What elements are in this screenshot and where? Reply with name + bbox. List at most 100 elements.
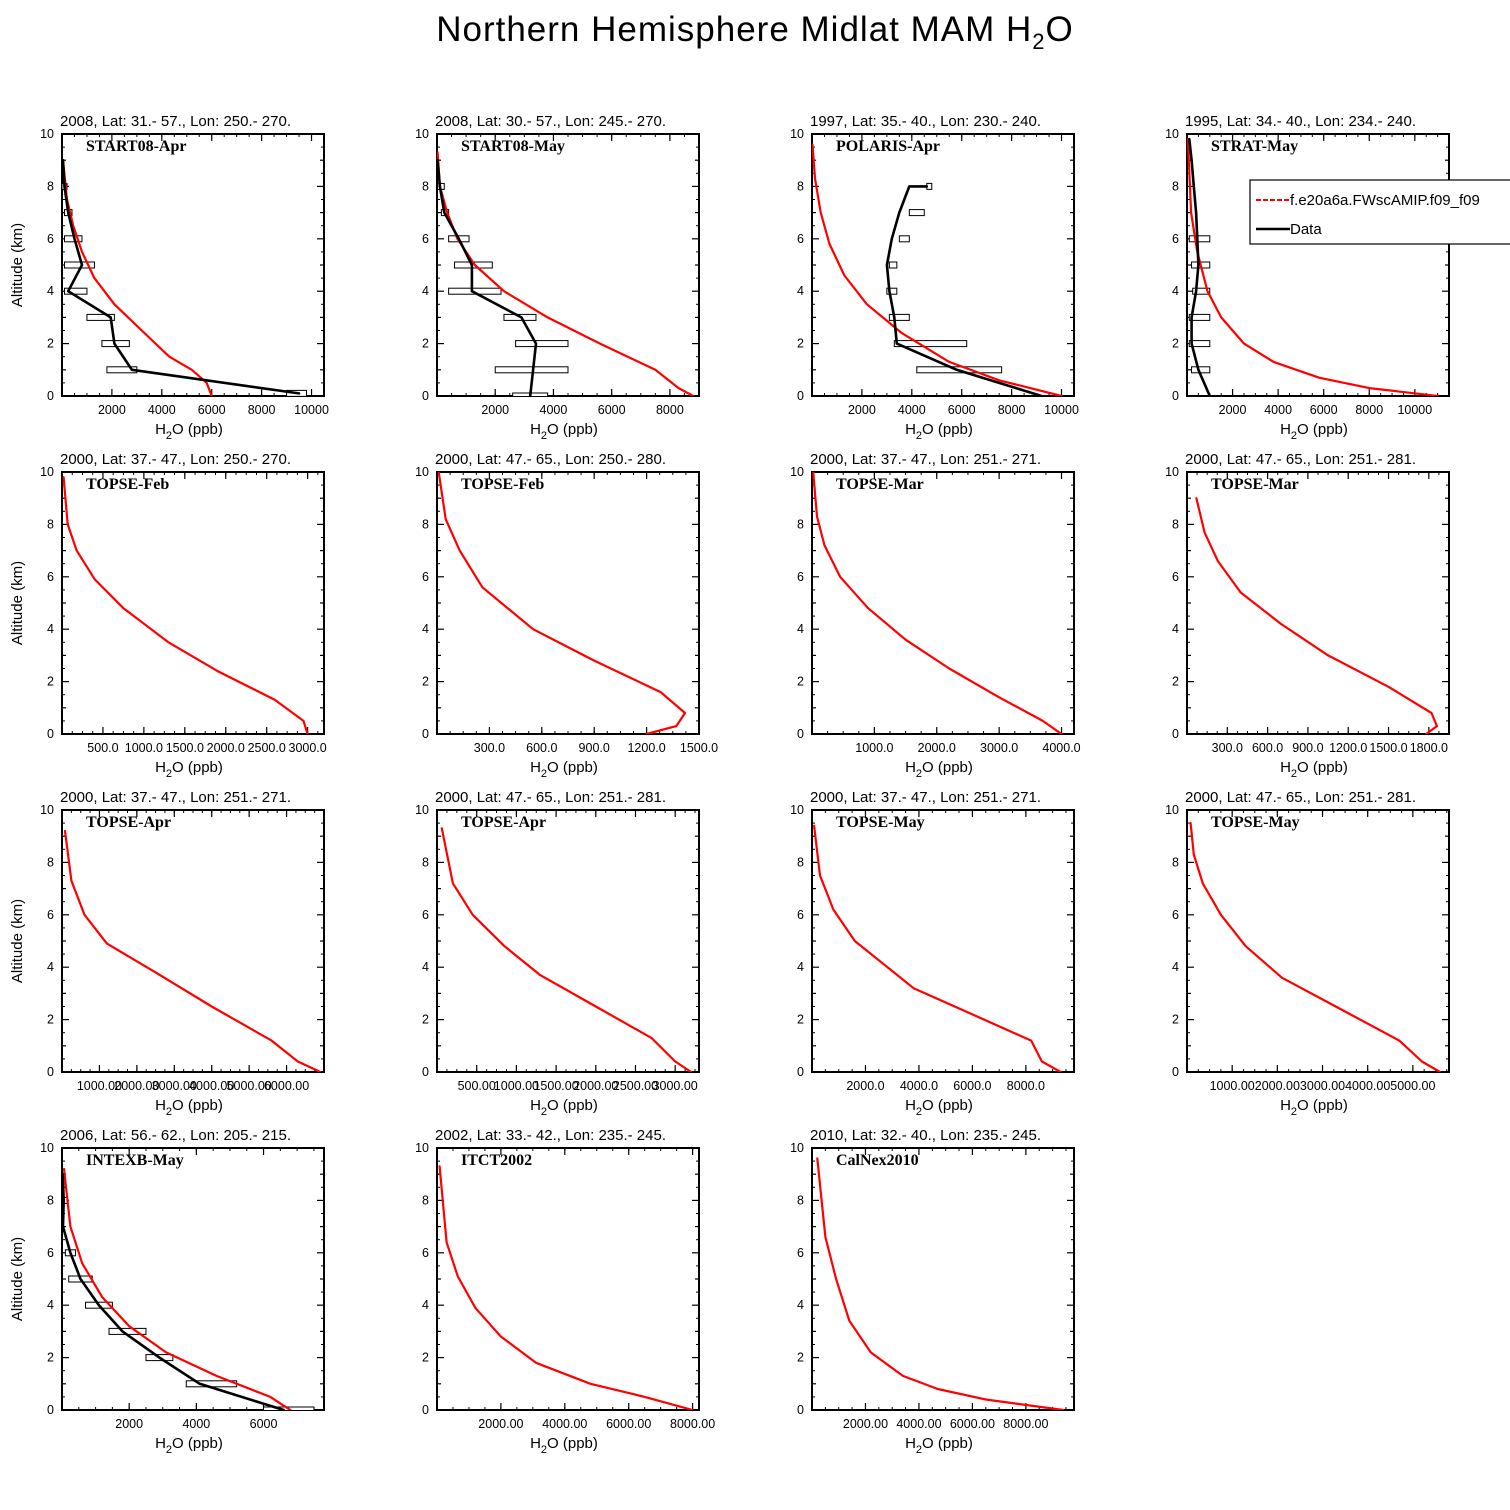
x-tick-label: 2000.0 (918, 741, 956, 755)
x-tick-label: 10000 (294, 403, 329, 417)
y-tick-label: 4 (1172, 622, 1179, 636)
y-axis-title: Altitude (km) (9, 1237, 26, 1321)
x-tick-label: 2000.00 (843, 1417, 888, 1431)
x-tick-label: 1500.0 (1369, 741, 1407, 755)
panel-header: 2010, Lat: 32.- 40., Lon: 235.- 245. (810, 1127, 1041, 1144)
error-bar (515, 340, 569, 348)
x-axis-title: H2O (ppb) (155, 1435, 223, 1456)
panel-label: TOPSE-Feb (461, 476, 544, 493)
y-tick-label: 10 (790, 1141, 804, 1155)
plot-area (62, 1167, 315, 1410)
plot-area (63, 829, 322, 1072)
y-tick-label: 4 (1172, 960, 1179, 974)
y-tick-label: 2 (797, 1351, 804, 1365)
y-tick-label: 10 (40, 803, 54, 817)
panel-12: 2006, Lat: 56.- 62., Lon: 205.- 215. 0 2 4 6… (9, 1127, 325, 1456)
y-tick-label: 10 (790, 803, 804, 817)
y-tick-label: 2 (1172, 1013, 1179, 1027)
y-tick-label: 2 (422, 675, 429, 689)
y-tick-label: 2 (422, 1351, 429, 1365)
error-bar (1192, 287, 1211, 295)
y-tick-label: 6 (1172, 570, 1179, 584)
figure-title-main: Northern Hemisphere Midlat MAM H (436, 10, 1033, 49)
y-tick-label: 10 (1165, 803, 1179, 817)
y-tick-label: 8 (797, 179, 804, 193)
y-tick-label: 6 (422, 570, 429, 584)
y-tick-label: 8 (797, 855, 804, 869)
panel-label: INTEXB-May (86, 1152, 184, 1169)
x-tick-label: 6000 (598, 403, 626, 417)
y-tick-label: 4 (797, 1298, 804, 1312)
x-axis-title: H2O (ppb) (905, 759, 973, 780)
y-tick-label: 0 (47, 1065, 54, 1079)
x-tick-label: 2500.0 (248, 741, 286, 755)
y-tick-label: 4 (47, 1298, 54, 1312)
x-axis-title: H2O (ppb) (530, 759, 598, 780)
x-tick-label: 4000 (1264, 403, 1292, 417)
y-tick-label: 4 (797, 622, 804, 636)
figure-title-end: O (1045, 10, 1074, 49)
panel-3: 1995, Lat: 34.- 40., Lon: 234.- 240. 0 2 4 6… (1165, 113, 1450, 442)
x-tick-label: 1000.00 (77, 1079, 122, 1093)
x-tick-label: 8000.0 (1007, 1079, 1045, 1093)
x-axis-title: H2O (ppb) (1280, 421, 1348, 442)
plot-frame (811, 471, 1075, 735)
x-tick-label: 4000.0 (1042, 741, 1080, 755)
y-tick-label: 6 (47, 908, 54, 922)
x-tick-label: 1500.0 (166, 741, 204, 755)
x-axis-title: H2O (ppb) (905, 421, 973, 442)
x-tick-label: 2000 (98, 403, 126, 417)
error-bar (908, 209, 925, 217)
plot-frame (811, 809, 1075, 1073)
y-tick-label: 8 (422, 179, 429, 193)
panel-11: 2000, Lat: 47.- 65., Lon: 251.- 281. 0 2 4 6… (1165, 789, 1450, 1118)
y-tick-label: 0 (797, 1403, 804, 1417)
x-tick-label: 2000.00 (114, 1079, 159, 1093)
y-tick-label: 8 (422, 855, 429, 869)
y-tick-label: 4 (422, 284, 429, 298)
x-tick-label: 500.0 (87, 741, 118, 755)
error-bar (63, 287, 88, 295)
panel-header: 2000, Lat: 37.- 47., Lon: 251.- 271. (810, 451, 1041, 468)
x-tick-label: 2000 (1219, 403, 1247, 417)
model-line (62, 1167, 292, 1410)
error-bar (1188, 235, 1211, 243)
y-tick-label: 8 (422, 1193, 429, 1207)
x-tick-label: 1200.0 (1329, 741, 1367, 755)
x-tick-label: 6000.00 (264, 1079, 309, 1093)
plot-area (812, 472, 1063, 734)
y-tick-label: 0 (797, 727, 804, 741)
panel-header: 2000, Lat: 37.- 47., Lon: 250.- 270. (60, 451, 291, 468)
panel-2: 1997, Lat: 35.- 40., Lon: 230.- 240. 0 2 4 6… (790, 113, 1079, 442)
x-tick-label: 5000.00 (1390, 1079, 1435, 1093)
y-tick-label: 8 (1172, 179, 1179, 193)
x-tick-label: 3000.00 (1300, 1079, 1345, 1093)
x-axis-title: H2O (ppb) (1280, 1097, 1348, 1118)
data-line (62, 1172, 285, 1410)
panel-header: 2000, Lat: 47.- 65., Lon: 251.- 281. (1185, 789, 1416, 806)
panel-header: 2006, Lat: 56.- 62., Lon: 205.- 215. (60, 1127, 291, 1144)
error-bar (1188, 313, 1211, 321)
x-tick-label: 1500.00 (533, 1079, 578, 1093)
panel-label: TOPSE-Feb (86, 476, 169, 493)
error-bar (898, 235, 910, 243)
y-tick-label: 10 (415, 465, 429, 479)
y-tick-label: 0 (422, 389, 429, 403)
panel-header: 2000, Lat: 47.- 65., Lon: 250.- 280. (435, 451, 666, 468)
y-tick-label: 10 (415, 803, 429, 817)
x-tick-label: 4000.00 (896, 1417, 941, 1431)
model-line (812, 143, 1063, 396)
y-tick-label: 2 (797, 337, 804, 351)
x-tick-label: 10000 (1397, 403, 1432, 417)
y-tick-label: 4 (1172, 284, 1179, 298)
panel-7: 2000, Lat: 47.- 65., Lon: 251.- 281. 0 2 4 6… (1165, 451, 1450, 780)
x-tick-label: 6000.00 (950, 1417, 995, 1431)
legend-data-label: Data (1290, 221, 1322, 238)
y-tick-label: 10 (40, 127, 54, 141)
model-line (62, 476, 309, 734)
y-tick-label: 10 (1165, 465, 1179, 479)
plot-area (440, 827, 693, 1072)
plot-frame (811, 133, 1075, 397)
y-tick-label: 4 (47, 622, 54, 636)
